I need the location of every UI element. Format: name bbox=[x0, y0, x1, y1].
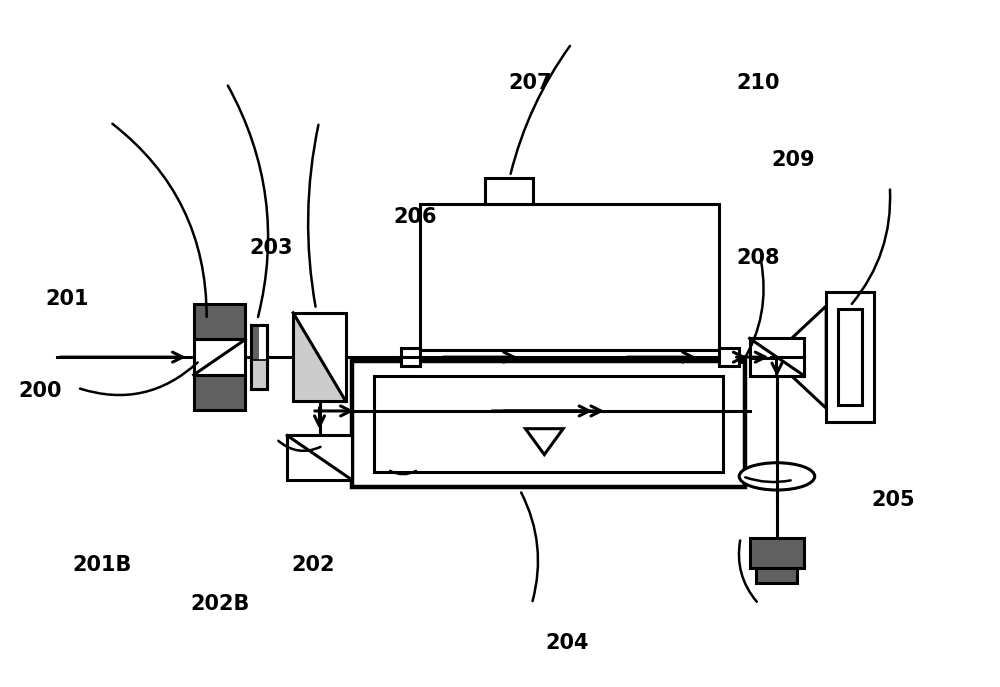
Bar bbox=[251, 325, 259, 390]
Text: 202: 202 bbox=[291, 555, 335, 575]
Text: 210: 210 bbox=[737, 74, 780, 93]
Bar bbox=[293, 313, 346, 401]
Polygon shape bbox=[293, 313, 346, 401]
Text: 206: 206 bbox=[394, 207, 437, 227]
Bar bbox=[251, 361, 267, 390]
Bar bbox=[750, 358, 776, 376]
Bar bbox=[352, 361, 745, 486]
Bar bbox=[401, 348, 420, 366]
Text: 204: 204 bbox=[546, 633, 589, 653]
Bar bbox=[251, 325, 267, 390]
Bar bbox=[420, 204, 719, 350]
Polygon shape bbox=[771, 306, 826, 408]
Text: 207: 207 bbox=[508, 74, 552, 93]
Bar bbox=[194, 375, 245, 410]
Bar bbox=[251, 325, 267, 390]
Bar bbox=[756, 568, 797, 583]
Text: 202B: 202B bbox=[190, 594, 249, 613]
Bar bbox=[826, 293, 874, 422]
Ellipse shape bbox=[739, 463, 815, 490]
Text: 208: 208 bbox=[737, 248, 780, 269]
Text: 203: 203 bbox=[250, 238, 293, 258]
Bar bbox=[194, 339, 245, 375]
Text: 209: 209 bbox=[772, 150, 815, 170]
Bar bbox=[750, 538, 804, 568]
Text: 201B: 201B bbox=[73, 555, 132, 575]
Bar bbox=[838, 309, 862, 405]
Text: 205: 205 bbox=[871, 491, 915, 510]
Bar bbox=[719, 348, 739, 366]
Bar bbox=[287, 436, 352, 480]
Bar bbox=[485, 178, 533, 204]
Text: 201: 201 bbox=[46, 289, 89, 309]
Bar bbox=[374, 376, 723, 471]
Text: 200: 200 bbox=[19, 381, 62, 401]
Bar bbox=[750, 339, 804, 376]
Polygon shape bbox=[287, 436, 352, 480]
Polygon shape bbox=[525, 429, 563, 455]
Bar bbox=[194, 304, 245, 339]
